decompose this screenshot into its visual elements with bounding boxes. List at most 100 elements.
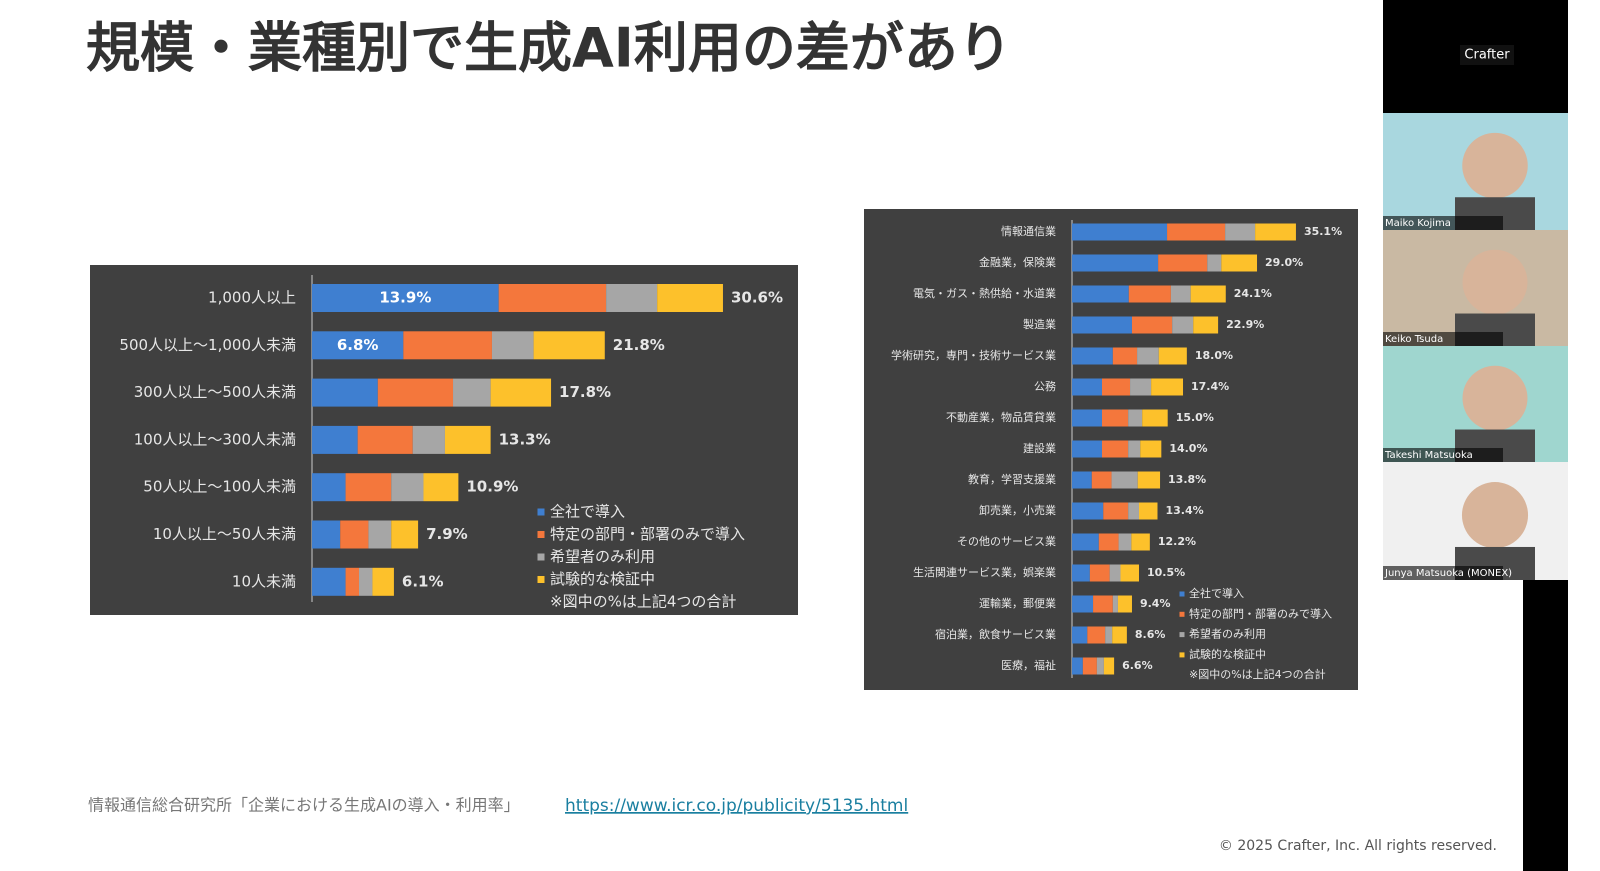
- bar-segment: [1112, 347, 1138, 365]
- total-label: 17.8%: [559, 383, 611, 401]
- bar-segment: [1072, 378, 1102, 396]
- category-label: 公務: [1034, 379, 1056, 393]
- category-label: 電気・ガス・熱供給・水道業: [913, 286, 1056, 300]
- bar-segment: [423, 473, 459, 502]
- category-label: 300人以上～500人未満: [134, 383, 296, 401]
- bar-segment: [1131, 533, 1150, 551]
- legend-label: 試験的な検証中: [1189, 647, 1266, 661]
- bar-segment: [359, 567, 373, 596]
- bar-segment: [1221, 254, 1258, 272]
- bar-segment: [312, 284, 499, 312]
- bar-segment: [444, 425, 491, 454]
- total-label: 29.0%: [1265, 256, 1303, 269]
- bar-segment: [1128, 440, 1141, 458]
- bar-segment: [1170, 285, 1191, 303]
- bar-segment: [1137, 347, 1159, 365]
- bar-segment: [1128, 409, 1143, 427]
- name-badge: [1383, 332, 1503, 346]
- app-badge: [1460, 45, 1514, 65]
- legend-swatch: [537, 576, 545, 583]
- bar-segment: [1112, 626, 1127, 644]
- segment-label: 13.9%: [379, 289, 431, 307]
- total-label: 14.0%: [1169, 442, 1207, 455]
- bar-segment: [1167, 223, 1226, 241]
- bar-segment: [1111, 471, 1138, 489]
- category-label: 1,000人以上: [208, 289, 296, 307]
- total-label: 18.0%: [1195, 349, 1233, 362]
- bar-segment: [1207, 254, 1222, 272]
- bar-segment: [1072, 440, 1102, 458]
- total-label: 15.0%: [1176, 411, 1214, 424]
- bar-segment: [372, 567, 394, 596]
- category-label: 10人未満: [232, 572, 296, 590]
- bar-segment: [1128, 502, 1139, 520]
- bar-segment: [1103, 502, 1129, 520]
- category-label: 10人以上～50人未満: [153, 525, 296, 543]
- bar-segment: [1072, 223, 1168, 241]
- bar-segment: [312, 378, 378, 407]
- category-label: 不動産業，物品賃貸業: [946, 410, 1056, 424]
- legend-label: 希望者のみ利用: [1189, 627, 1266, 641]
- bar-segment: [1072, 285, 1129, 303]
- bar-segment: [1142, 409, 1168, 427]
- segment-label: 6.8%: [337, 336, 379, 354]
- bar-segment: [1072, 564, 1090, 582]
- bar-segment: [1151, 378, 1184, 396]
- bar-segment: [1101, 409, 1129, 427]
- bar-segment: [1089, 564, 1110, 582]
- source-link[interactable]: https://www.icr.co.jp/publicity/5135.htm…: [565, 796, 908, 816]
- total-label: 12.2%: [1158, 535, 1196, 548]
- total-label: 6.1%: [402, 572, 444, 590]
- bar-segment: [1101, 378, 1131, 396]
- app-name: Crafter: [1464, 48, 1510, 63]
- category-label: 運輸業，郵便業: [979, 596, 1056, 610]
- legend-label: 全社で導入: [550, 503, 625, 521]
- legend-label: 希望者のみ利用: [550, 548, 655, 566]
- total-label: 8.6%: [1135, 628, 1166, 641]
- legend-swatch: [537, 531, 545, 538]
- bar-segment: [377, 378, 454, 407]
- bar-segment: [391, 520, 419, 549]
- participant-name: Maiko Kojima: [1385, 218, 1451, 229]
- bar-segment: [1120, 564, 1139, 582]
- total-label: 17.4%: [1191, 380, 1229, 393]
- bar-segment: [1093, 595, 1113, 613]
- category-label: 情報通信業: [1001, 225, 1056, 238]
- total-label: 6.6%: [1122, 659, 1153, 672]
- bar-segment: [312, 520, 341, 549]
- participant-head: [1462, 249, 1528, 315]
- participant-name: Keiko Tsuda: [1385, 334, 1443, 345]
- bar-segment: [1140, 440, 1162, 458]
- name-badge: [1383, 216, 1503, 230]
- total-label: 10.5%: [1147, 566, 1185, 579]
- bar-segment: [1109, 564, 1121, 582]
- participant-head: [1462, 365, 1528, 431]
- category-label: 建設業: [1023, 441, 1056, 455]
- total-label: 22.9%: [1226, 318, 1264, 331]
- bar-segment: [357, 425, 413, 454]
- chart-note: ※図中の%は上記4つの合計: [1189, 667, 1326, 681]
- meeting-panel: [1523, 580, 1568, 871]
- category-label: 医療，福祉: [1001, 658, 1056, 672]
- legend-label: 全社で導入: [1189, 586, 1244, 600]
- bar-segment: [1118, 533, 1132, 551]
- bar-segment: [312, 473, 346, 502]
- bar-segment: [1096, 657, 1104, 675]
- bar-segment: [1131, 316, 1173, 334]
- bar-segment: [1105, 626, 1113, 644]
- bar-segment: [1072, 254, 1159, 272]
- legend-swatch: [1179, 632, 1185, 638]
- legend-swatch: [537, 553, 545, 561]
- bar-segment: [1072, 316, 1132, 334]
- bar-segment: [1137, 471, 1161, 489]
- bar-segment: [345, 473, 392, 502]
- category-label: 金融業，保険業: [979, 255, 1056, 269]
- bar-segment: [533, 331, 605, 360]
- legend-label: 特定の部門・部署のみで導入: [1189, 606, 1332, 620]
- bar-segment: [1117, 595, 1132, 613]
- total-label: 21.8%: [613, 336, 665, 354]
- bar-segment: [453, 378, 491, 407]
- bar-segment: [312, 567, 346, 596]
- name-badge: [1383, 566, 1503, 580]
